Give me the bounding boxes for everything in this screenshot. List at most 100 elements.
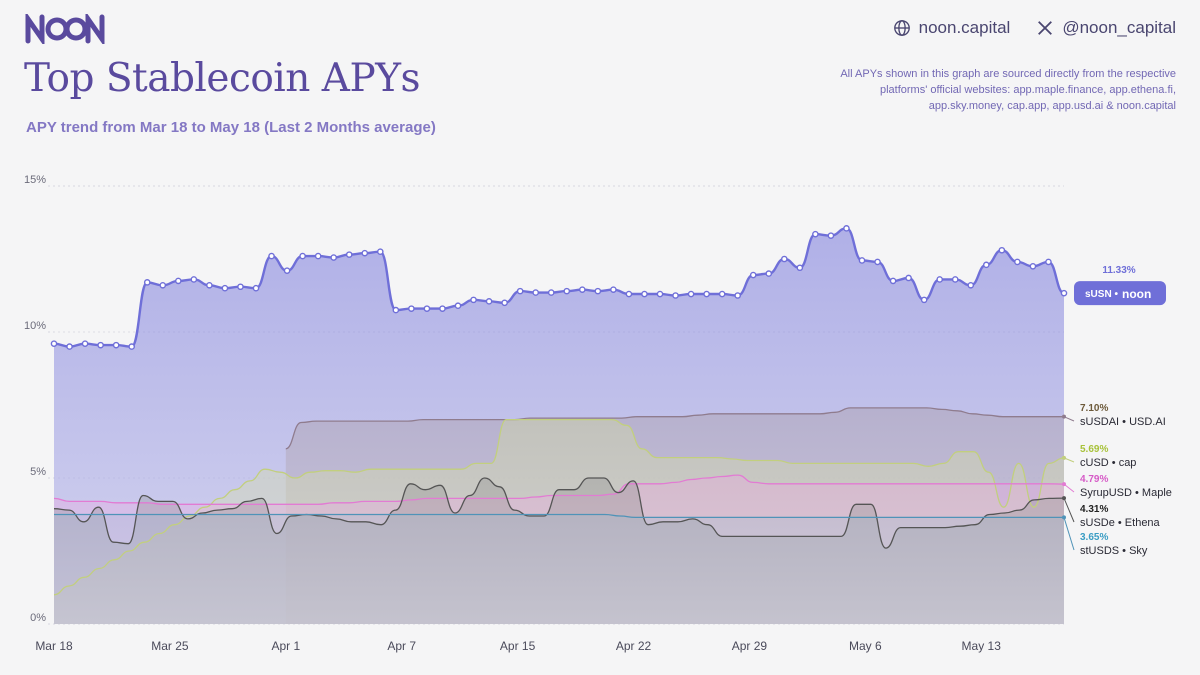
point-susn (920, 296, 928, 304)
point-susn (423, 305, 431, 312)
point-susn (905, 274, 912, 282)
globe-icon (893, 20, 910, 36)
point-susn (641, 290, 648, 298)
end-dot-susde (1062, 496, 1066, 501)
x-tick-label: May 6 (849, 639, 882, 653)
point-susn (951, 276, 959, 283)
susdai-name-label: sUSDAI • USD.AI (1080, 416, 1166, 428)
point-susn (501, 299, 508, 307)
point-susn (454, 302, 462, 310)
point-susn (128, 343, 135, 350)
susde-name-label: sUSDe • Ethena (1080, 517, 1161, 529)
x-tick-label: Apr 7 (387, 639, 416, 653)
point-susn (734, 292, 741, 299)
point-susn (718, 290, 726, 298)
susn-value-label: 11.33% (1102, 265, 1135, 276)
line-cusd (53, 418, 1065, 596)
y-tick-label: 5% (30, 466, 46, 478)
point-susn (563, 287, 571, 295)
point-susn (843, 225, 850, 232)
point-susn (143, 279, 151, 286)
twitter-handle: @noon_capital (1062, 18, 1176, 37)
point-susn (1014, 258, 1021, 266)
point-susn (190, 276, 198, 283)
point-susn (796, 264, 804, 272)
point-susn (470, 296, 477, 304)
point-susn (268, 252, 275, 260)
x-tick-label: Apr 29 (732, 639, 768, 653)
axis-labels: 0% 5% 10% 15% Mar 18 Mar 25 Apr 1 Apr 7 Apr 15 Ap… (24, 174, 1001, 653)
website-link[interactable]: noon.capital (893, 18, 1011, 38)
x-tick-label: Apr 22 (616, 639, 652, 653)
point-susn (656, 290, 664, 298)
point-susn (672, 292, 679, 299)
point-susn (625, 290, 633, 298)
point-susn (610, 286, 617, 293)
cusd-value-label: 5.69% (1080, 444, 1108, 455)
susn-name-label: sUSN • (1085, 289, 1118, 300)
x-logo-icon (1038, 21, 1053, 35)
point-susn (812, 230, 819, 238)
stusds-value-label: 3.65% (1080, 532, 1108, 543)
point-susn (361, 249, 369, 257)
susde-value-label: 4.31% (1080, 504, 1108, 515)
point-susn (66, 343, 73, 350)
fade-overlay (54, 186, 1064, 624)
cusd-name-label: cUSD • cap (1080, 457, 1136, 469)
end-dot-susdai (1062, 414, 1066, 419)
point-susn (392, 306, 400, 314)
point-susn (252, 284, 260, 292)
point-susn (765, 270, 773, 277)
susn-pill (1074, 281, 1166, 306)
page-subtitle: APY trend from Mar 18 to May 18 (Last 2 … (26, 119, 436, 136)
point-susn (330, 254, 337, 261)
website-text: noon.capital (918, 18, 1011, 37)
series-areas (54, 186, 1064, 625)
x-tick-label: Mar 18 (35, 639, 73, 653)
series-points (50, 225, 1068, 350)
source-note: All APYs shown in this graph are sourced… (840, 68, 1176, 112)
point-susn (858, 257, 866, 264)
x-tick-label: Apr 15 (500, 639, 536, 653)
page-title: Top Stablecoin APYs (24, 56, 420, 101)
point-susn (314, 252, 322, 260)
point-susn (485, 298, 493, 305)
point-susn (827, 232, 835, 239)
syrupusd-value-label: 4.79% (1080, 474, 1108, 485)
noon-logo (25, 14, 105, 44)
x-tick-label: May 13 (962, 639, 1002, 653)
point-susn (237, 283, 244, 291)
point-susn (408, 305, 415, 312)
point-susn (749, 271, 757, 279)
connector-susde (1063, 497, 1075, 523)
point-susn (703, 290, 710, 298)
apy-chart: 11.33% sUSN • noon 7.10% sUSDAI • USD.AI 5.69… (24, 174, 1172, 653)
end-dot-cusd (1062, 455, 1066, 460)
point-susn (283, 267, 291, 274)
series-labels: 11.33% sUSN • noon 7.10% sUSDAI • USD.AI 5.69… (1062, 265, 1172, 557)
point-susn (50, 340, 58, 347)
end-dot-stusds (1062, 515, 1066, 520)
x-tick-label: Mar 25 (151, 639, 189, 653)
connector-syrupusd (1063, 483, 1075, 493)
connector-stusds (1063, 517, 1075, 551)
twitter-link[interactable]: @noon_capital (1036, 18, 1176, 38)
point-susn (967, 281, 975, 289)
point-susn (1029, 263, 1037, 270)
y-tick-label: 15% (24, 174, 46, 186)
end-dot-syrupusd (1062, 482, 1066, 487)
line-stusds (54, 513, 1064, 519)
susdai-value-label: 7.10% (1080, 403, 1108, 414)
y-tick-label: 10% (24, 320, 46, 332)
stusds-name-label: stUSDS • Sky (1080, 545, 1148, 557)
line-susdai (285, 407, 1064, 450)
point-susn (159, 281, 167, 289)
x-tick-label: Apr 1 (271, 639, 300, 653)
susn-brand-label: noon (1122, 287, 1151, 301)
point-susn (594, 287, 602, 295)
point-susn (345, 251, 353, 258)
point-susn (874, 258, 881, 266)
point-susn (1045, 258, 1052, 266)
point-susn (516, 287, 524, 295)
point-susn (547, 289, 555, 296)
